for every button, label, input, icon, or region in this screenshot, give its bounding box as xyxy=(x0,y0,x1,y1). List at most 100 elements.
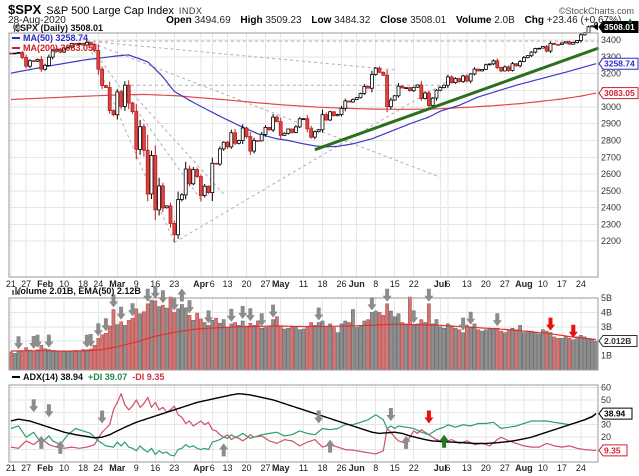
svg-text:20: 20 xyxy=(601,432,611,442)
svg-text:10: 10 xyxy=(59,463,69,473)
ma200-line-swatch xyxy=(12,47,20,49)
axis-value-box xyxy=(598,87,639,100)
svg-text:3400: 3400 xyxy=(601,35,621,45)
svg-text:16: 16 xyxy=(150,279,160,289)
svg-text:20: 20 xyxy=(481,279,491,289)
svg-text:Mar: Mar xyxy=(109,279,126,289)
axis-value-boxes: 3508.01 3258.74 3083.05 2.012B 38.94 9.35 xyxy=(593,21,639,457)
volume-arrows xyxy=(14,285,578,350)
svg-text:1B: 1B xyxy=(601,351,612,361)
svg-text:18: 18 xyxy=(78,279,88,289)
svg-text:Aug: Aug xyxy=(515,279,533,289)
up-arrow xyxy=(177,288,187,302)
ma50-line-swatch xyxy=(12,37,20,39)
svg-text:17: 17 xyxy=(557,279,567,289)
svg-text:10: 10 xyxy=(59,279,69,289)
svg-text:9: 9 xyxy=(134,463,139,473)
adx-line xyxy=(10,393,597,445)
svg-text:18: 18 xyxy=(317,279,327,289)
down-arrow xyxy=(44,404,54,418)
chart-date: 28-Aug-2020 xyxy=(8,15,66,26)
chg-label: Chg xyxy=(524,15,545,26)
symbol-legend-text: $SPX (Daily) 3508.01 xyxy=(15,23,104,33)
down-arrow xyxy=(546,317,555,331)
down-arrow xyxy=(158,290,168,304)
svg-text:27: 27 xyxy=(260,279,270,289)
down-arrow xyxy=(185,300,194,314)
x-axis-labels: 21 27 Feb 10 18 24 Mar 9 16 23 Apr 6 13 20 27 May 11 18 26… xyxy=(6,279,586,473)
svg-text:Jun: Jun xyxy=(349,279,365,289)
svg-text:8: 8 xyxy=(373,463,378,473)
svg-text:2500: 2500 xyxy=(601,186,621,196)
svg-text:3B: 3B xyxy=(601,322,612,332)
volume-legend-text: Volume 2.01B, EMA(50) 2.12B xyxy=(15,286,141,296)
volume-ema-line xyxy=(10,323,597,352)
svg-text:9: 9 xyxy=(134,279,139,289)
svg-text:13: 13 xyxy=(222,279,232,289)
adx-legend-text: ADX(14) 38.94 xyxy=(23,372,84,382)
down-arrow xyxy=(492,313,502,327)
up-arrow xyxy=(36,435,46,449)
svg-text:3200: 3200 xyxy=(601,69,621,79)
svg-text:16: 16 xyxy=(150,463,160,473)
svg-text:2200: 2200 xyxy=(601,236,621,246)
price-panel-border xyxy=(8,32,599,278)
up-arrow xyxy=(439,434,449,448)
adx-line-swatch xyxy=(12,376,20,378)
svg-text:13: 13 xyxy=(462,279,472,289)
down-arrow xyxy=(386,408,396,421)
down-arrow xyxy=(29,399,39,413)
axis-value-text: 3083.05 xyxy=(604,88,635,98)
axis-value-box xyxy=(598,57,639,70)
svg-text:Mar: Mar xyxy=(109,463,126,473)
down-arrow xyxy=(226,308,236,322)
down-arrow xyxy=(86,334,96,347)
svg-text:2300: 2300 xyxy=(601,219,621,229)
open-value: 3494.69 xyxy=(194,15,231,26)
down-arrow xyxy=(143,288,153,302)
minus-di-line xyxy=(10,393,597,455)
svg-text:Aug: Aug xyxy=(515,463,533,473)
down-arrow xyxy=(116,306,126,320)
down-arrow xyxy=(109,294,118,308)
svg-text:24: 24 xyxy=(93,279,103,289)
svg-text:27: 27 xyxy=(21,463,31,473)
svg-text:27: 27 xyxy=(500,279,510,289)
down-arrow xyxy=(268,304,278,318)
candles xyxy=(8,22,598,243)
axis-value-text: 2.012B xyxy=(604,336,631,346)
svg-text:2400: 2400 xyxy=(601,203,621,213)
minus-di-legend-text: -DI 9.35 xyxy=(132,372,165,382)
down-arrow xyxy=(238,306,248,319)
svg-text:20: 20 xyxy=(241,279,251,289)
down-arrow xyxy=(466,311,476,325)
svg-text:6: 6 xyxy=(210,279,215,289)
svg-text:24: 24 xyxy=(576,463,586,473)
svg-text:24: 24 xyxy=(576,279,586,289)
axis-value-text: 3258.74 xyxy=(604,59,635,69)
exchange-label: INDX xyxy=(178,6,203,16)
axis-value-box xyxy=(598,407,633,420)
svg-text:21: 21 xyxy=(6,463,16,473)
svg-text:May: May xyxy=(272,463,290,473)
gray-trendlines xyxy=(86,40,598,243)
down-arrow xyxy=(101,318,111,332)
low-value: 3484.32 xyxy=(334,15,371,26)
volume-bars xyxy=(9,296,598,371)
down-arrow xyxy=(424,288,434,302)
down-arrow xyxy=(97,410,107,424)
header-row-title: $SPX S&P 500 Large Cap Index INDX ©Stock… xyxy=(8,2,634,17)
down-arrow xyxy=(150,285,160,299)
down-arrow xyxy=(44,334,54,348)
svg-text:18: 18 xyxy=(317,463,327,473)
down-arrow xyxy=(382,288,392,302)
adx-legend: ADX(14) 38.94 +DI 39.07 -DI 9.35 xyxy=(12,372,164,382)
svg-text:27: 27 xyxy=(260,463,270,473)
svg-text:May: May xyxy=(272,279,290,289)
svg-text:60: 60 xyxy=(601,383,611,393)
svg-text:4B: 4B xyxy=(601,307,612,317)
ma50-line xyxy=(10,54,597,148)
chg-value: +23.46 (+0.67%) xyxy=(546,15,622,26)
svg-text:10: 10 xyxy=(538,463,548,473)
